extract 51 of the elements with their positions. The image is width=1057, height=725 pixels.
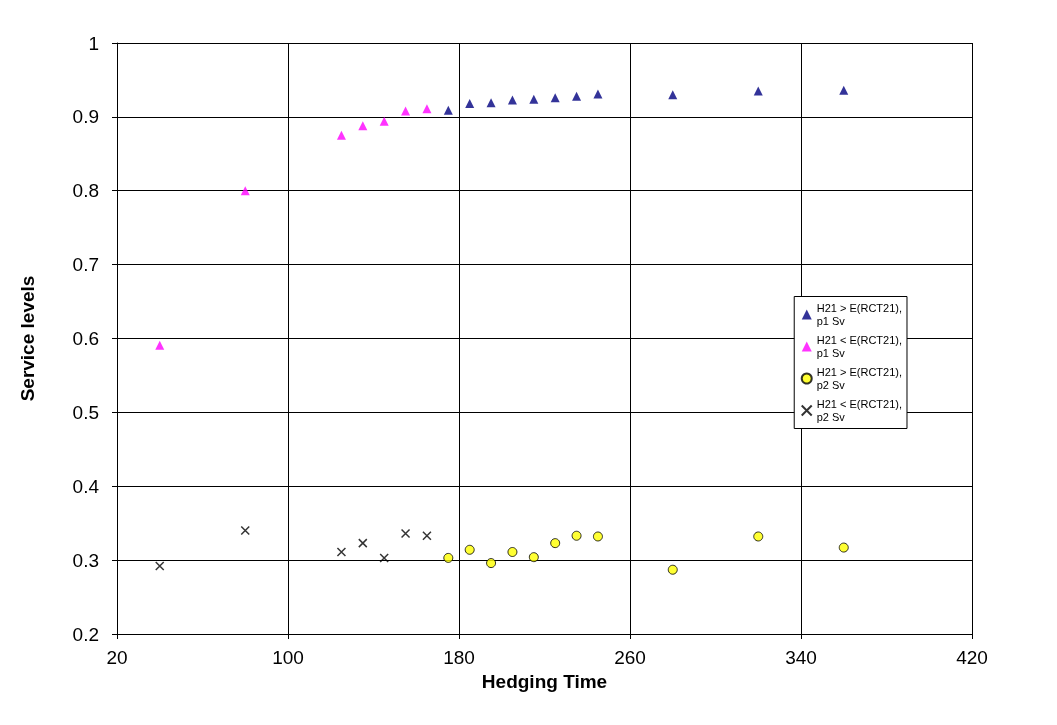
point (443, 552, 454, 563)
point (572, 91, 582, 101)
point (550, 538, 561, 549)
point (507, 547, 518, 557)
x-tick-label: 180 (443, 647, 475, 668)
x-tick-label: 20 (106, 647, 128, 668)
y-tick-label: 0.2 (72, 623, 99, 645)
point (422, 104, 432, 114)
point (753, 531, 764, 542)
point (240, 525, 250, 536)
y-tick-label: 0.6 (72, 328, 99, 349)
legend-label: H21 < E(RCT21), p1 Sv (816, 334, 902, 359)
point (358, 538, 368, 548)
point (838, 542, 849, 553)
point (465, 99, 475, 109)
point (667, 564, 678, 575)
point (571, 530, 582, 541)
x-tick-label: 420 (956, 647, 988, 668)
point (753, 86, 763, 96)
point (839, 85, 849, 95)
y-tick-label: 0.7 (72, 254, 99, 276)
point (486, 558, 497, 569)
y-tick-label: 0.8 (72, 180, 99, 202)
point (379, 116, 389, 126)
y-tick-label: 0.5 (72, 401, 99, 423)
point (422, 531, 432, 541)
point (486, 98, 496, 108)
point (400, 528, 411, 539)
x-axis-title: Hedging Time (481, 670, 608, 692)
x-tick-label: 260 (614, 647, 646, 668)
y-axis-title: Service levels (17, 275, 38, 402)
y-tick-label: 0.3 (72, 549, 99, 571)
x-tick-label: 340 (785, 647, 817, 668)
y-tick-label: 1 (88, 32, 99, 54)
point (464, 544, 475, 555)
point (379, 553, 389, 563)
point (507, 95, 517, 105)
point (592, 531, 603, 542)
point (336, 547, 347, 557)
point (528, 552, 539, 563)
legend-label: H21 < E(RCT21), p2 Sv (816, 398, 902, 423)
point (443, 105, 453, 115)
y-tick-label: 0.9 (72, 106, 99, 128)
point (336, 130, 346, 140)
point (529, 94, 539, 104)
x-tick-label: 100 (272, 647, 304, 668)
legend-label: H21 > E(RCT21), p2 Sv (816, 366, 902, 391)
y-tick-label: 0.4 (72, 475, 100, 497)
point (155, 561, 165, 571)
legend-label: H21 > E(RCT21), p1 Sv (816, 302, 902, 327)
point (155, 340, 165, 350)
